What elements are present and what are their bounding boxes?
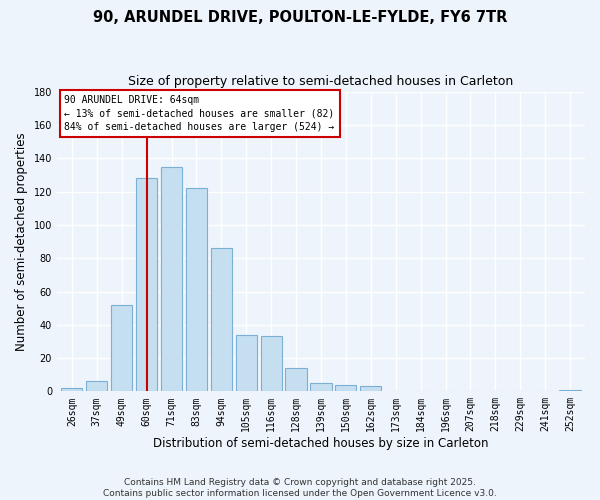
Bar	[360, 386, 382, 392]
Y-axis label: Number of semi-detached properties: Number of semi-detached properties	[15, 132, 28, 351]
Bar	[161, 167, 182, 392]
Bar	[559, 390, 581, 392]
Text: Contains HM Land Registry data © Crown copyright and database right 2025.
Contai: Contains HM Land Registry data © Crown c…	[103, 478, 497, 498]
Title: Size of property relative to semi-detached houses in Carleton: Size of property relative to semi-detach…	[128, 75, 514, 88]
Bar	[286, 368, 307, 392]
Bar	[236, 335, 257, 392]
Bar	[186, 188, 207, 392]
Text: 90, ARUNDEL DRIVE, POULTON-LE-FYLDE, FY6 7TR: 90, ARUNDEL DRIVE, POULTON-LE-FYLDE, FY6…	[93, 10, 507, 25]
Bar	[335, 384, 356, 392]
Text: 90 ARUNDEL DRIVE: 64sqm
← 13% of semi-detached houses are smaller (82)
84% of se: 90 ARUNDEL DRIVE: 64sqm ← 13% of semi-de…	[64, 96, 335, 132]
Bar	[136, 178, 157, 392]
Bar	[61, 388, 82, 392]
X-axis label: Distribution of semi-detached houses by size in Carleton: Distribution of semi-detached houses by …	[153, 437, 489, 450]
Bar	[310, 383, 332, 392]
Bar	[111, 305, 132, 392]
Bar	[211, 248, 232, 392]
Bar	[260, 336, 282, 392]
Bar	[86, 382, 107, 392]
